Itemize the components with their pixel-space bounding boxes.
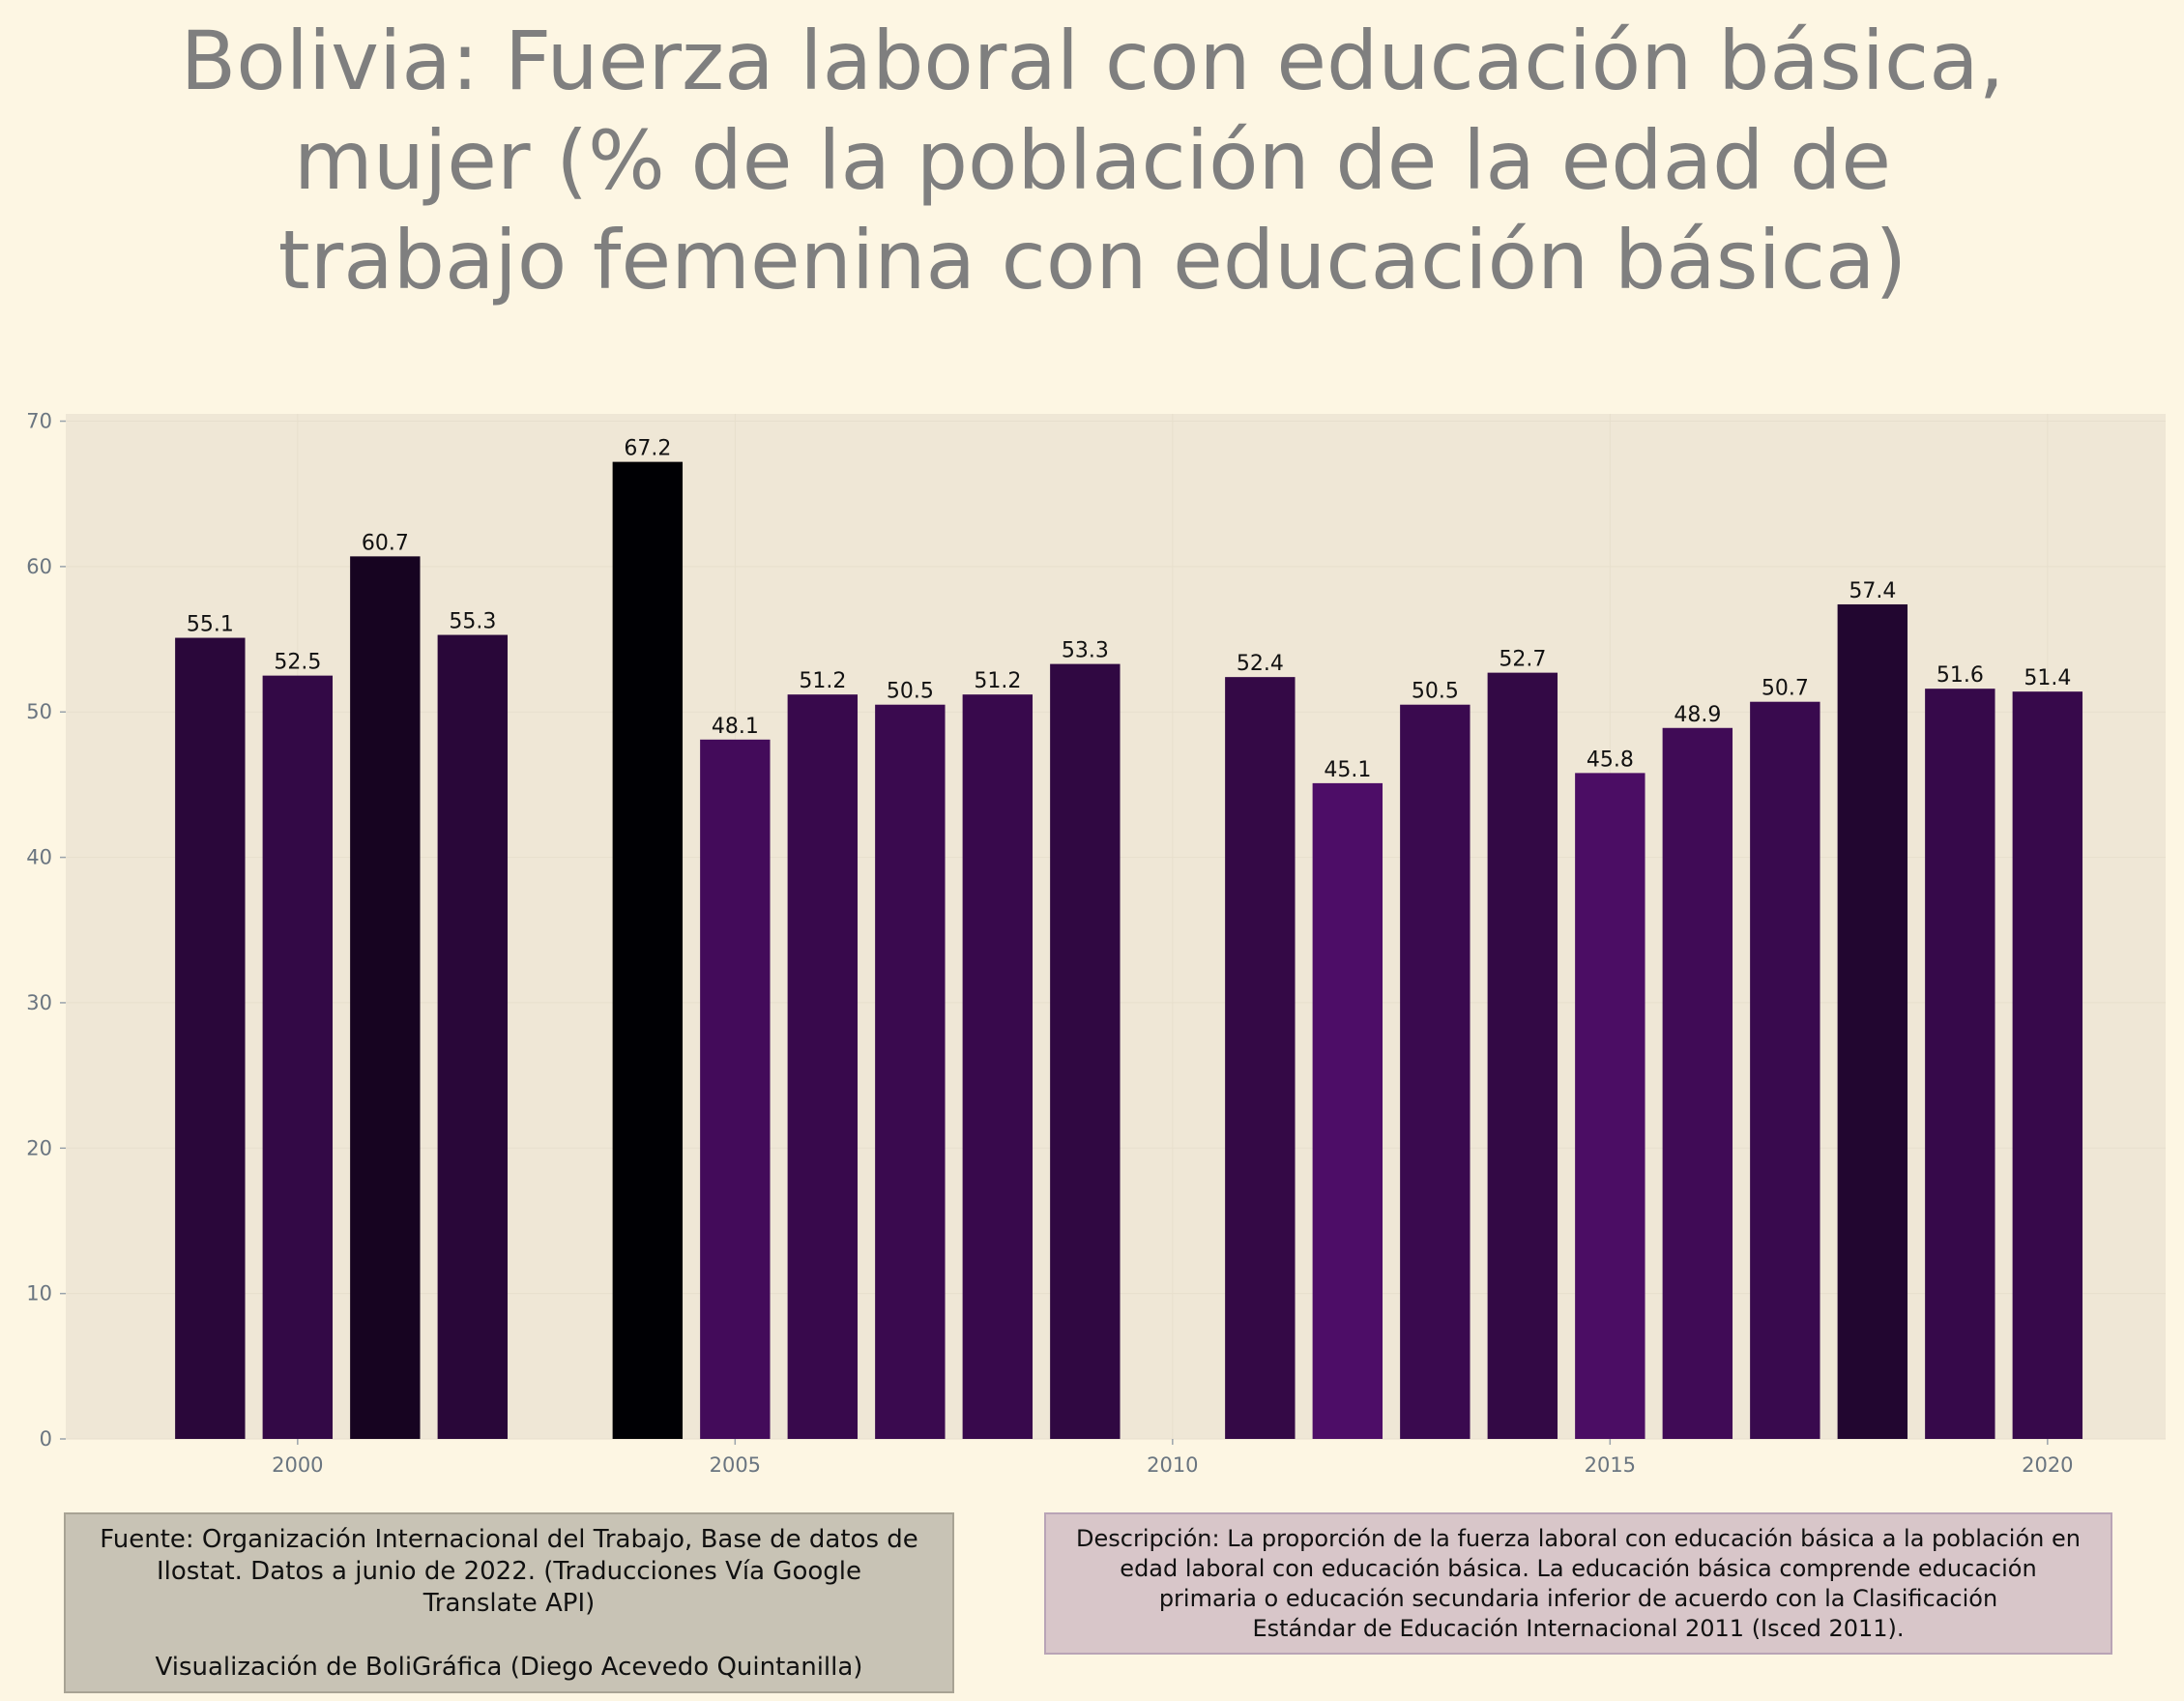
y-tick-label: 0 [40, 1427, 52, 1451]
chart-title-line-2: mujer (% de la población de la edad de [293, 113, 1892, 208]
data-label-2016: 48.9 [1674, 703, 1721, 727]
description-note-line-3: primaria o educación secundaria inferior… [1158, 1585, 1998, 1612]
y-tick-label: 40 [26, 846, 52, 869]
y-tick-label: 20 [26, 1136, 52, 1159]
data-label-2007: 50.5 [887, 680, 934, 704]
x-tick-label: 2020 [2022, 1453, 2073, 1477]
bar-1999 [175, 637, 246, 1439]
data-label-2013: 50.5 [1412, 680, 1459, 704]
data-label-2006: 51.2 [799, 669, 846, 693]
chart-title-line-3: trabajo femenina con educación básica) [277, 213, 1907, 308]
source-note-line-3: Translate API) [422, 1589, 596, 1618]
description-note-line-4: Estándar de Educación Internacional 2011… [1252, 1615, 1905, 1642]
data-label-2012: 45.1 [1324, 758, 1371, 782]
data-label-2008: 51.2 [974, 669, 1021, 693]
bar-2016 [1662, 727, 1733, 1439]
data-label-2017: 50.7 [1762, 677, 1809, 701]
bar-2004 [612, 461, 684, 1439]
source-note-line-1: Fuente: Organización Internacional del T… [100, 1525, 918, 1554]
data-label-2004: 67.2 [624, 437, 671, 461]
source-note-credit: Visualización de BoliGráfica (Diego Acev… [155, 1653, 863, 1682]
y-tick-label: 70 [26, 410, 52, 433]
bar-2019 [1925, 689, 1995, 1439]
x-tick-label: 2010 [1147, 1453, 1198, 1477]
bar-2002 [437, 634, 509, 1439]
data-label-2000: 52.5 [274, 651, 321, 675]
data-label-2015: 45.8 [1587, 748, 1634, 772]
data-label-2009: 53.3 [1062, 639, 1109, 663]
bar-2009 [1050, 663, 1121, 1439]
description-note: Descripción: La proporción de la fuerza … [1044, 1512, 2112, 1655]
description-note-line-1: Descripción: La proporción de la fuerza … [1076, 1525, 2081, 1552]
bar-2001 [350, 556, 421, 1439]
chart-title: Bolivia: Fuerza laboral con educación bá… [77, 12, 2108, 310]
bar-2013 [1400, 704, 1471, 1439]
bar-2005 [700, 739, 771, 1439]
data-label-2002: 55.3 [449, 610, 496, 634]
chart-title-line-1: Bolivia: Fuerza laboral con educación bá… [180, 14, 2005, 108]
bar-2012 [1312, 782, 1383, 1439]
bar-2008 [962, 694, 1034, 1439]
bar-2007 [875, 704, 946, 1439]
data-label-2005: 48.1 [712, 715, 759, 739]
x-tick-label: 2015 [1585, 1453, 1636, 1477]
data-label-2014: 52.7 [1499, 648, 1546, 672]
source-note-spacer [79, 1620, 939, 1652]
x-tick-label: 2000 [272, 1453, 323, 1477]
description-note-line-2: edad laboral con educación básica. La ed… [1120, 1555, 2037, 1582]
source-note: Fuente: Organización Internacional del T… [64, 1512, 954, 1693]
bar-2018 [1837, 603, 1908, 1439]
bar-2011 [1225, 677, 1296, 1439]
data-label-2001: 60.7 [362, 531, 409, 555]
data-label-1999: 55.1 [187, 613, 234, 637]
data-label-2018: 57.4 [1849, 579, 1896, 603]
bar-2006 [787, 694, 859, 1439]
y-tick-label: 10 [26, 1282, 52, 1305]
y-tick-label: 30 [26, 991, 52, 1014]
bar-chart: 55.1 52.5 60.7 55.3 67.2 48.1 51.2 50.5 51.2 53.3… [26, 410, 2166, 1477]
data-label-2011: 52.4 [1237, 652, 1284, 676]
x-tick-label: 2005 [710, 1453, 761, 1477]
data-label-2019: 51.6 [1936, 663, 1984, 688]
bar-2015 [1575, 773, 1645, 1439]
bar-2014 [1487, 672, 1558, 1439]
bar-2017 [1750, 701, 1820, 1439]
source-note-line-2: Ilostat. Datos a junio de 2022. (Traducc… [156, 1557, 861, 1586]
bar-2000 [262, 675, 334, 1439]
y-tick-label: 50 [26, 700, 52, 723]
y-tick-label: 60 [26, 555, 52, 578]
bar-2020 [2012, 691, 2083, 1439]
data-label-2020: 51.4 [2024, 666, 2071, 690]
